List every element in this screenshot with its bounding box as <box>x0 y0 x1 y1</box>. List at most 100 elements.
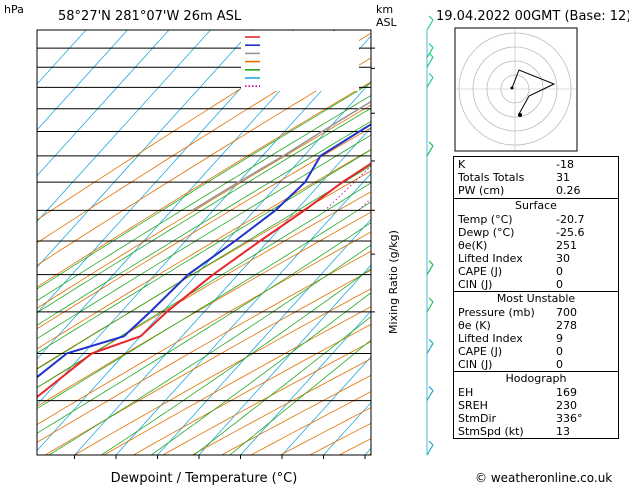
wind-barb <box>426 77 434 88</box>
surface-label: θe(K) <box>458 239 488 252</box>
surface-row: Dewp (°C) -25.6 <box>454 226 618 239</box>
isotherm-line <box>37 30 336 360</box>
surface-row: CIN (J) 0 <box>454 278 618 291</box>
wet-adiabat-line <box>37 107 371 314</box>
wind-barb <box>426 301 434 313</box>
legend <box>241 31 359 91</box>
surface-value: 0 <box>556 265 563 278</box>
wind-barb-flag <box>428 72 434 78</box>
surface-label: CAPE (J) <box>458 265 503 278</box>
asl-label: ASL <box>376 16 398 29</box>
index-row: PW (cm) 0.26 <box>454 184 618 197</box>
most-unstable-row: Pressure (mb) 700 <box>454 306 618 319</box>
surface-value: 0 <box>556 278 563 291</box>
index-label: PW (cm) <box>458 184 505 197</box>
x-axis-label: Dewpoint / Temperature (°C) <box>111 471 298 486</box>
wind-barb-flag <box>428 52 434 58</box>
isotherm-line <box>37 30 128 131</box>
surface-label: Temp (°C) <box>458 213 513 226</box>
dry-adiabat-line <box>133 323 371 455</box>
isotherm-line <box>37 30 211 223</box>
wind-barb <box>426 264 434 275</box>
wind-barb <box>426 145 434 157</box>
plot-frame <box>36 29 372 456</box>
dry-adiabat-line <box>103 306 371 455</box>
most-unstable-label: CAPE (J) <box>458 345 503 358</box>
most-unstable-label: θe (K) <box>458 319 491 332</box>
dry-adiabat-line <box>37 211 371 407</box>
wind-barb-flag <box>428 297 434 303</box>
hodograph-table-row: EH 169 <box>454 386 618 399</box>
most-unstable-label: Lifted Index <box>458 332 523 345</box>
most-unstable-label: CIN (J) <box>458 358 493 371</box>
index-label: K <box>458 158 466 171</box>
most-unstable-value: 0 <box>556 345 563 358</box>
isotherm-line <box>115 172 371 455</box>
most-unstable-value: 700 <box>556 306 577 319</box>
index-row: K -18 <box>454 158 618 171</box>
wind-barb <box>426 343 434 354</box>
datetime-title: 19.04.2022 00GMT (Base: 12) <box>436 9 629 24</box>
mixing-ratio-line <box>324 165 371 211</box>
hodograph-table-row: StmSpd (kt) 13 <box>454 425 618 438</box>
surface-value: -25.6 <box>556 226 585 239</box>
wet-adiabat-line <box>37 201 371 410</box>
index-row: Totals Totals 31 <box>454 171 618 184</box>
wind-barb <box>426 444 434 456</box>
hodograph-table-label: EH <box>458 386 474 399</box>
dry-adiabat-line <box>37 30 336 221</box>
most-unstable-value: 0 <box>556 358 563 371</box>
wind-barb-flag <box>428 440 434 446</box>
series-parcel-trajectory <box>191 100 371 211</box>
hodograph-table-row: SREH 230 <box>454 399 618 412</box>
hodograph-trace <box>511 69 556 115</box>
hodograph-table-row: StmDir 336° <box>454 412 618 425</box>
mixing-ratio-axis-label: Mixing Ratio (g/kg) <box>387 230 400 334</box>
hodograph-table-box: Hodograph EH 169 SREH 230 StmDir 336° StmSpd (… <box>453 372 619 439</box>
wind-barb-flag <box>428 260 434 266</box>
most-unstable-value: 9 <box>556 332 563 345</box>
hodograph-table-title: Hodograph <box>505 372 567 385</box>
dry-adiabat-line <box>37 104 371 309</box>
hodograph-table-value: 230 <box>556 399 577 412</box>
wind-barb <box>426 390 434 401</box>
wet-adiabat-line <box>48 244 371 455</box>
wind-barb <box>426 19 434 31</box>
index-value: 0.26 <box>556 184 581 197</box>
surface-row: Lifted Index 30 <box>454 252 618 265</box>
hodograph-table-label: StmDir <box>458 412 497 425</box>
surface-value: 30 <box>556 252 570 265</box>
series-dewpoint <box>37 123 371 379</box>
units-label: hPa <box>4 3 24 16</box>
wet-adiabat-line <box>37 222 371 434</box>
surface-row: Temp (°C) -20.7 <box>454 213 618 226</box>
isotherm-line <box>157 218 371 455</box>
most-unstable-row: CIN (J) 0 <box>454 358 618 371</box>
wind-barb-flag <box>428 15 434 21</box>
most-unstable-value: 278 <box>556 319 577 332</box>
dry-adiabat-line <box>44 269 371 455</box>
series-temperature <box>37 162 371 399</box>
index-label: Totals Totals <box>458 171 525 184</box>
most-unstable-row: CAPE (J) 0 <box>454 345 618 358</box>
legend-background <box>241 31 359 91</box>
isotherm-line <box>74 127 371 455</box>
hodograph-table-value: 13 <box>556 425 570 438</box>
wind-barb <box>426 47 434 58</box>
location-title: 58°27'N 281°07'W 26m ASL <box>58 9 242 24</box>
isotherm-line <box>37 30 170 177</box>
hodograph-origin <box>510 86 514 90</box>
surface-title: Surface <box>515 199 557 212</box>
hodograph-table-label: StmSpd (kt) <box>458 425 524 438</box>
most-unstable-row: θe (K) 278 <box>454 319 618 332</box>
indices-box: K -18 Totals Totals 31 PW (cm) 0.26 <box>453 156 619 199</box>
isotherm-line <box>281 356 371 455</box>
dry-adiabat-line <box>74 288 371 455</box>
km-label: km <box>376 3 393 16</box>
most-unstable-label: Pressure (mb) <box>458 306 535 319</box>
surface-row: θe(K) 251 <box>454 239 618 252</box>
isotherm-line <box>198 264 371 455</box>
index-value: 31 <box>556 171 570 184</box>
dry-adiabat-line <box>37 250 371 443</box>
